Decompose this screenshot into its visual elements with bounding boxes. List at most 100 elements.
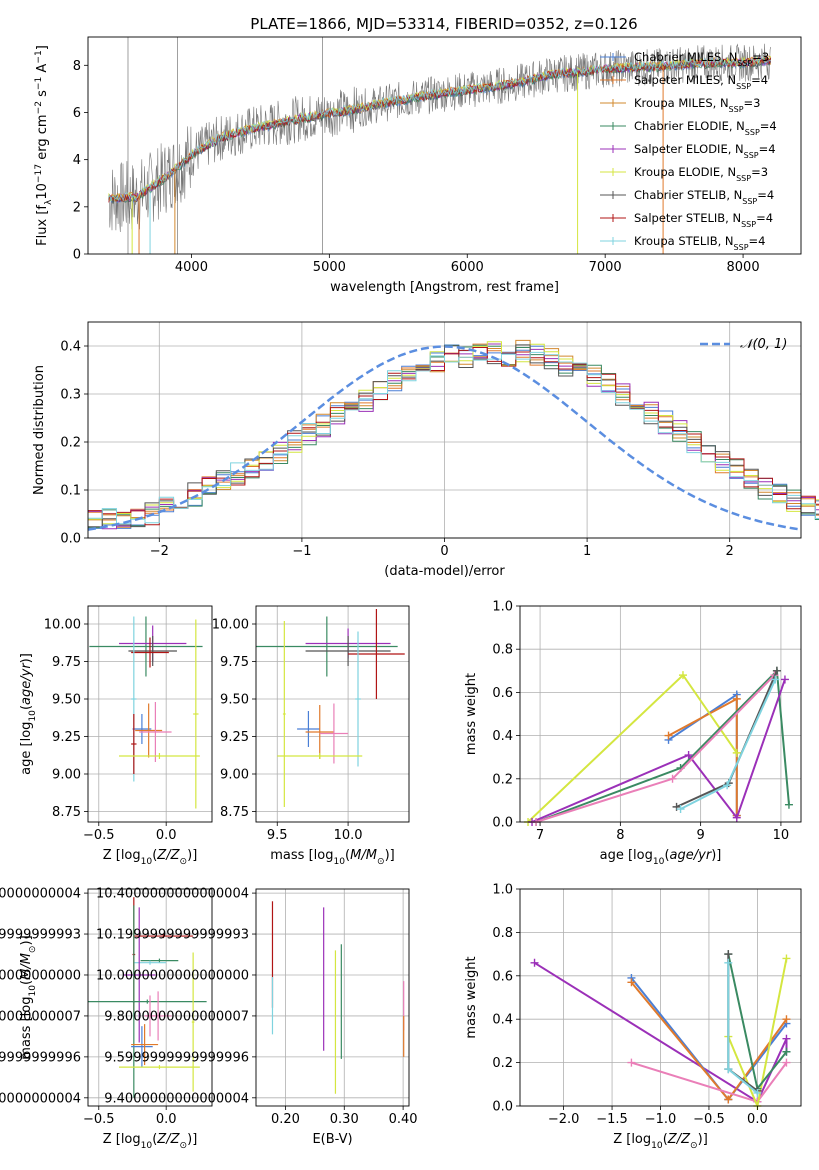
x-tick-label: 7000 [589,260,622,275]
x-axis-label: age [log10(age/yr)] [600,848,722,867]
y-tick-label: 0.8 [492,643,513,658]
x-tick-label: −0.5 [83,1112,115,1127]
x-axis-label: Z [log10(Z/Z⊙)] [103,1132,198,1151]
mass-weight-marker [771,675,780,684]
mass-weight-marker [668,774,677,783]
y-tick-label: 0.3 [60,388,81,403]
y-tick-label: 2 [73,200,81,215]
x-tick-label: 9.5 [267,828,288,843]
legend-label: Chabrier STELIB, NSSP=4 [634,188,774,206]
y-tick-label: 9.00 [220,768,249,783]
y-tick-label: 0.6 [492,686,513,701]
y-tick-label: 10.1999999999999993 [0,928,81,943]
y-tick-label: 6 [73,106,81,121]
y-axis-label: mass [log10(M/M⊙)] [19,935,38,1059]
y-tick-label: 0.4 [492,1013,513,1028]
legend-label: Chabrier ELODIE, NSSP=4 [634,119,777,137]
histogram-chabrier_miles [88,344,819,529]
y-tick-label: 10.1999999999999993 [96,928,249,943]
y-axis-label: mass weight [464,673,479,755]
y-tick-label: 0.8 [492,926,513,941]
x-tick-label: 2 [726,544,734,559]
legend-label: Kroupa ELODIE, NSSP=3 [634,165,768,183]
x-tick-label: 0.0 [747,1112,768,1127]
histogram-salpeter_stelib [88,347,819,526]
y-tick-label: 1.0 [492,883,513,898]
histogram-chabrier_elodie [88,344,819,529]
y-tick-label: 10.00 [212,618,249,633]
mass-weight-line [535,674,776,823]
mass-vs-ebv-panel: 0.20 0.30 0.40 9.4000000000000004 9.59999999… [96,887,418,1147]
axes-frame [87,605,213,823]
histogram-salpeter_elodie [88,343,819,530]
legend-label: Chabrier MILES, NSSP=3 [634,50,769,68]
mass-weight-marker [782,1058,791,1067]
y-tick-label: 9.75 [220,655,249,670]
y-tick-label: 0.0 [492,1100,513,1115]
normal-distribution-curve [87,345,802,531]
age-vs-metallicity-panel: −0.5 0.0 8.75 9.00 9.25 9.50 9.75 10.00 Z [log10… [19,605,213,867]
x-axis-label: mass [log10(M/M⊙)] [270,848,394,867]
y-tick-label: 10.0000000000000000 [0,968,81,983]
y-tick-label: 10.0000000000000000 [96,968,249,983]
mass-weight-marker [782,954,791,963]
mass-weight-marker [627,978,636,987]
y-tick-label: 0.4 [492,729,513,744]
y-tick-label: 8 [73,59,81,74]
x-tick-label: −1 [292,544,311,559]
x-tick-label: 1 [583,544,591,559]
x-tick-label: 6000 [451,260,484,275]
legend-label: Kroupa MILES, NSSP=3 [634,96,760,114]
y-axis-label: Normed distribution [32,365,47,495]
x-tick-label: −2 [150,544,169,559]
age-vs-mass-panel: 9.5 10.0 8.75 9.00 9.25 9.50 9.75 10.00 mass [lo… [212,605,410,867]
x-tick-label: 8 [616,828,624,843]
model-spectrum-kroupa_stelib [108,56,771,202]
x-tick-label: 0.0 [156,1112,177,1127]
figure-title: PLATE=1866, MJD=53314, FIBERID=0352, z=0… [250,15,637,33]
y-tick-label: 10.4000000000000004 [0,887,81,902]
x-axis-label: E(B-V) [312,1132,352,1147]
y-tick-label: 9.25 [220,730,249,745]
mass-weight-marker [782,1047,791,1056]
mass-weight-marker [627,1058,636,1067]
axes-frame [87,36,802,255]
mass-weight-marker [724,1095,733,1104]
legend-label: Salpeter MILES, NSSP=4 [634,73,768,91]
mass-weight-marker [684,751,693,760]
mass-weight-marker [782,1034,791,1043]
y-tick-label: 9.5999999999999996 [104,1050,249,1065]
x-tick-label: 10 [773,828,790,843]
x-tick-label: −1.0 [645,1112,677,1127]
x-tick-label: 10.0 [334,828,363,843]
x-tick-label: −1.5 [596,1112,628,1127]
mass-weight-line [680,678,777,810]
x-tick-label: 9 [697,828,705,843]
x-tick-label: −0.5 [83,828,115,843]
mass-weight-marker [723,781,732,790]
axes-frame [255,605,410,823]
y-tick-label: 10.00 [44,618,81,633]
y-tick-label: 0.1 [60,484,81,499]
mass-weight-marker [732,748,741,757]
x-axis-label: wavelength [Angstrom, rest frame] [330,280,559,295]
spectrum-panel: 4000 5000 6000 7000 8000 0 2 4 6 8 wavelength [Ang… [34,36,802,295]
histogram-kroupa_elodie [88,341,819,525]
x-tick-label: 0.20 [271,1112,300,1127]
mass-weight-marker [724,958,733,967]
y-axis-label: mass weight [464,956,479,1038]
mass-weight-line [531,679,786,823]
x-tick-label: −0.5 [693,1112,725,1127]
y-tick-label: 4 [73,153,81,168]
y-tick-label: 0.6 [492,969,513,984]
legend-label: Salpeter ELODIE, NSSP=4 [634,142,776,160]
mass-weight-marker [678,671,687,680]
x-tick-label: 0.40 [389,1112,418,1127]
x-tick-label: 0.0 [156,828,177,843]
x-tick-label: 7 [536,828,544,843]
model-spectrum-chabrier_stelib [108,57,772,204]
x-tick-label: −2.0 [548,1112,580,1127]
mass-weight-marker [753,1088,762,1097]
x-axis-label: Z [log10(Z/Z⊙)] [103,848,198,867]
